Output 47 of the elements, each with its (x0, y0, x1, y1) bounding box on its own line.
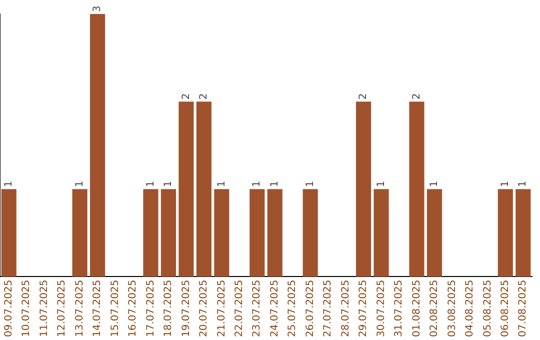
x-tick-label: 26.07.2025 (304, 280, 316, 338)
x-tick-label: 31.07.2025 (394, 280, 405, 338)
data-label: 1 (252, 180, 263, 188)
x-tick-label: 09.07.2025 (3, 280, 14, 338)
x-tick-label: 16.07.2025 (128, 280, 139, 338)
data-label: 1 (145, 180, 156, 188)
x-tick-label: 05.08.2025 (482, 280, 494, 338)
data-label: 1 (216, 180, 228, 188)
x-tick-label: 28.07.2025 (340, 280, 352, 338)
x-tick-label: 06.08.2025 (500, 280, 511, 338)
data-label: 1 (74, 180, 86, 188)
data-label: 2 (411, 93, 422, 100)
x-tick-label: 04.08.2025 (464, 280, 476, 338)
data-label: 2 (198, 93, 210, 100)
x-tick-label: 11.07.2025 (38, 280, 50, 338)
data-label: 1 (269, 180, 280, 188)
x-tick-label: 07.08.2025 (518, 280, 529, 338)
x-tick-label: 27.07.2025 (322, 280, 334, 338)
x-tick-label: 18.07.2025 (163, 280, 174, 338)
x-tick-label: 19.07.2025 (180, 280, 192, 338)
x-tick-label: 12.07.2025 (56, 280, 68, 338)
data-label: 2 (180, 93, 192, 100)
data-label: 1 (500, 180, 511, 188)
x-tick-label: 03.08.2025 (446, 280, 458, 338)
data-label: 1 (518, 180, 529, 188)
x-tick-label: 10.07.2025 (21, 280, 32, 338)
data-label: 1 (3, 180, 14, 188)
x-tick-label: 24.07.2025 (269, 280, 280, 338)
x-tick-label: 30.07.2025 (376, 280, 387, 338)
x-tick-label: 29.07.2025 (358, 280, 370, 338)
x-tick-label: 13.07.2025 (74, 280, 86, 338)
x-tick-label: 14.07.2025 (92, 280, 104, 338)
x-tick-label: 01.08.2025 (411, 280, 422, 338)
x-tick-label: 25.07.2025 (287, 280, 298, 338)
x-tick-label: 23.07.2025 (252, 280, 263, 338)
x-tick-label: 21.07.2025 (216, 280, 228, 338)
data-label: 1 (376, 180, 387, 188)
data-label: 3 (92, 6, 104, 12)
x-tick-label: 20.07.2025 (198, 280, 210, 338)
x-tick-label: 22.07.2025 (234, 280, 245, 338)
x-tick-label: 02.08.2025 (429, 280, 440, 338)
data-label: 1 (163, 180, 174, 188)
x-tick-label: 15.07.2025 (110, 280, 121, 338)
data-label: 2 (358, 93, 370, 100)
data-label: 1 (429, 180, 440, 188)
x-tick-label: 17.07.2025 (145, 280, 156, 338)
data-label: 1 (304, 180, 316, 188)
